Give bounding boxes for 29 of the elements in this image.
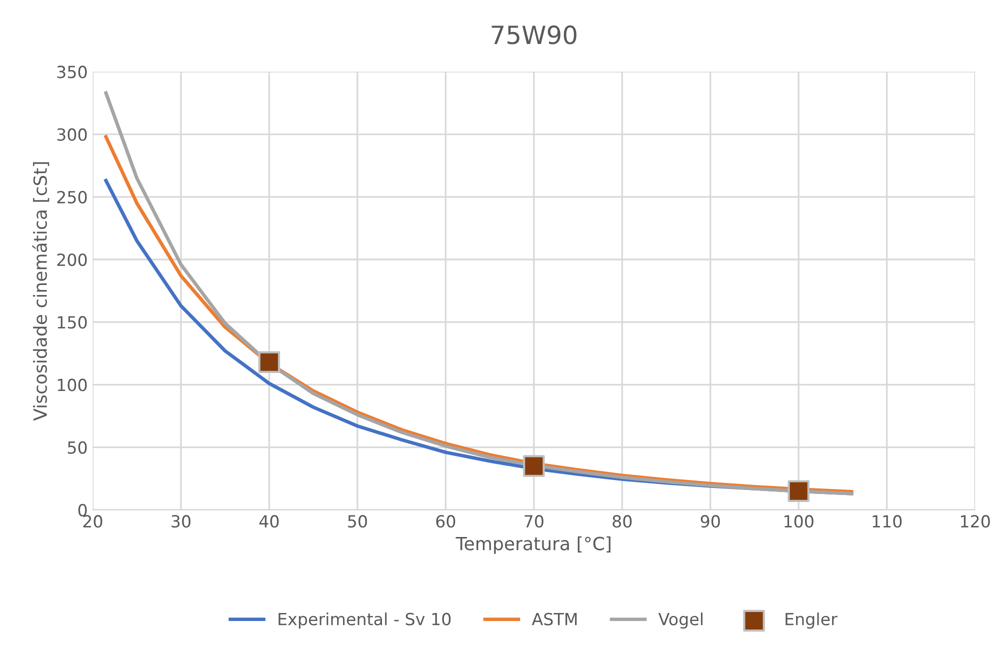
- y-tick-label: 0: [78, 504, 87, 516]
- x-tick-label: 60: [436, 515, 456, 528]
- y-tick-label: 100: [58, 378, 87, 392]
- y-tick-label: 50: [68, 441, 87, 454]
- legend-label: Vogel: [658, 612, 702, 629]
- x-axis-title: Temperatura [°C]: [456, 536, 610, 554]
- y-tick-label: 250: [57, 190, 87, 204]
- x-tick-label: 110: [872, 515, 902, 528]
- x-tick-label: 90: [700, 515, 720, 528]
- point: [258, 351, 280, 374]
- legend-label: ASTM: [532, 612, 577, 626]
- x-tick-label: 120: [960, 515, 990, 528]
- x-tick-label: 80: [612, 515, 632, 528]
- y-axis-title: Viscosidade cinemática [cSt]: [32, 162, 50, 421]
- x-tick-label: 40: [259, 515, 279, 528]
- y-tick-label: 350: [57, 66, 87, 78]
- x-tick-label: 100: [784, 515, 814, 528]
- y-tick-label: 150: [58, 316, 87, 329]
- legend-label: Engler: [786, 612, 838, 629]
- legend-label: Experimental - Sv 10: [278, 612, 451, 629]
- point: [788, 480, 810, 502]
- y-tick-label: 200: [57, 253, 87, 266]
- y-tick-label: 300: [57, 128, 87, 141]
- x-tick-label: 30: [172, 515, 190, 528]
- point: [523, 455, 545, 477]
- x-tick-label: 20: [83, 515, 102, 528]
- x-tick-label: 70: [524, 515, 544, 528]
- chart-title: 75W90: [492, 25, 576, 44]
- x-tick-label: 50: [348, 515, 367, 528]
